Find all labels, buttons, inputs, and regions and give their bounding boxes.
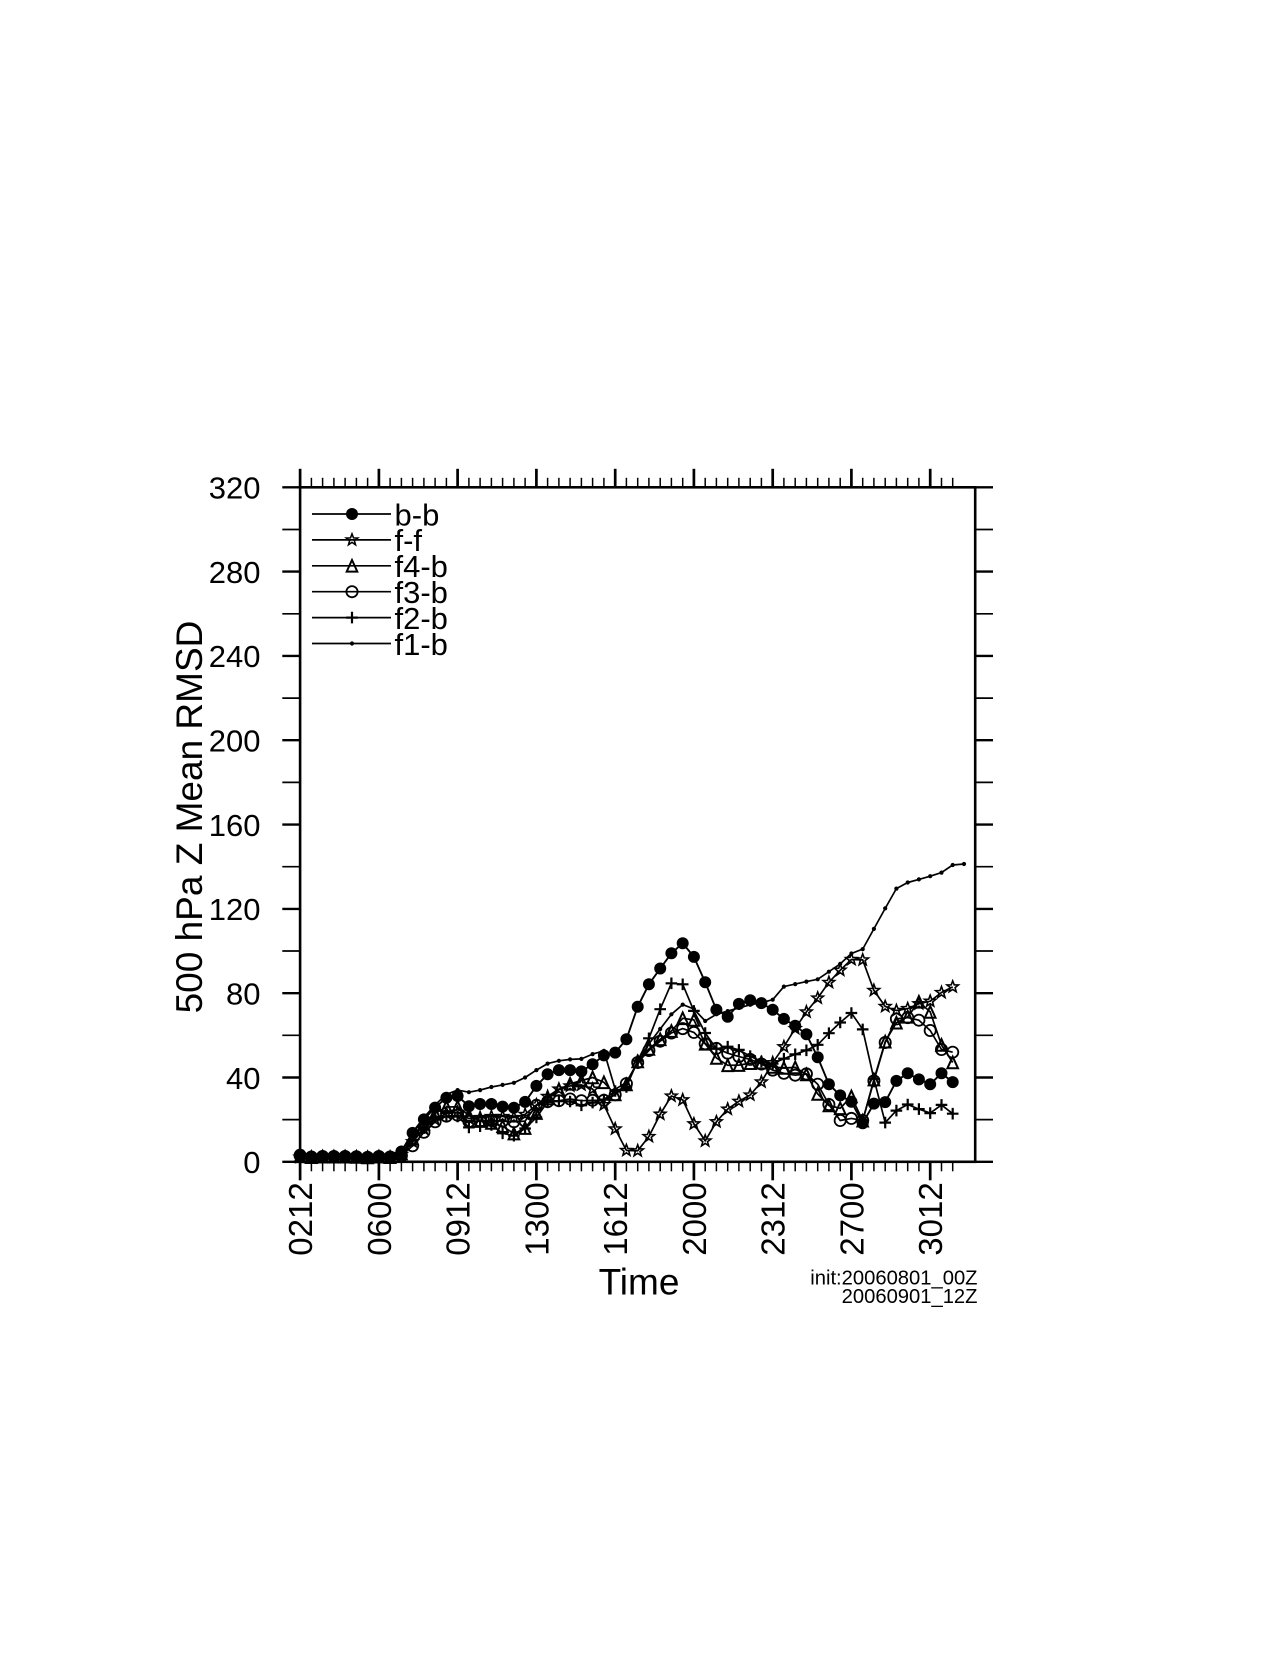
svg-text:1612: 1612 [597, 1182, 634, 1255]
svg-text:160: 160 [209, 808, 261, 843]
svg-text:120: 120 [209, 892, 261, 927]
svg-text:40: 40 [226, 1061, 260, 1096]
svg-text:f-f: f-f [395, 523, 423, 558]
svg-text:init:20060801_00Z: init:20060801_00Z [810, 1268, 977, 1290]
svg-text:f1-b: f1-b [395, 627, 448, 662]
svg-text:2700: 2700 [833, 1182, 870, 1255]
svg-text:500 hPa Z Mean RMSD: 500 hPa Z Mean RMSD [169, 621, 210, 1014]
svg-text:b-b: b-b [395, 497, 440, 532]
svg-text:1300: 1300 [518, 1182, 555, 1255]
svg-text:0212: 0212 [282, 1182, 319, 1255]
svg-text:2000: 2000 [676, 1182, 713, 1255]
svg-text:0912: 0912 [440, 1182, 477, 1255]
svg-text:0600: 0600 [361, 1182, 398, 1255]
svg-text:Time: Time [599, 1262, 680, 1303]
svg-text:f2-b: f2-b [395, 601, 448, 636]
svg-text:320: 320 [209, 471, 261, 506]
svg-text:280: 280 [209, 555, 261, 590]
svg-text:f4-b: f4-b [395, 549, 448, 584]
svg-text:0: 0 [243, 1145, 260, 1180]
svg-text:3012: 3012 [912, 1182, 949, 1255]
svg-text:f3-b: f3-b [395, 575, 448, 610]
svg-text:80: 80 [226, 977, 260, 1012]
svg-text:20060901_12Z: 20060901_12Z [842, 1286, 978, 1308]
svg-text:2312: 2312 [755, 1182, 792, 1255]
svg-text:200: 200 [209, 724, 261, 759]
svg-text:240: 240 [209, 639, 261, 674]
